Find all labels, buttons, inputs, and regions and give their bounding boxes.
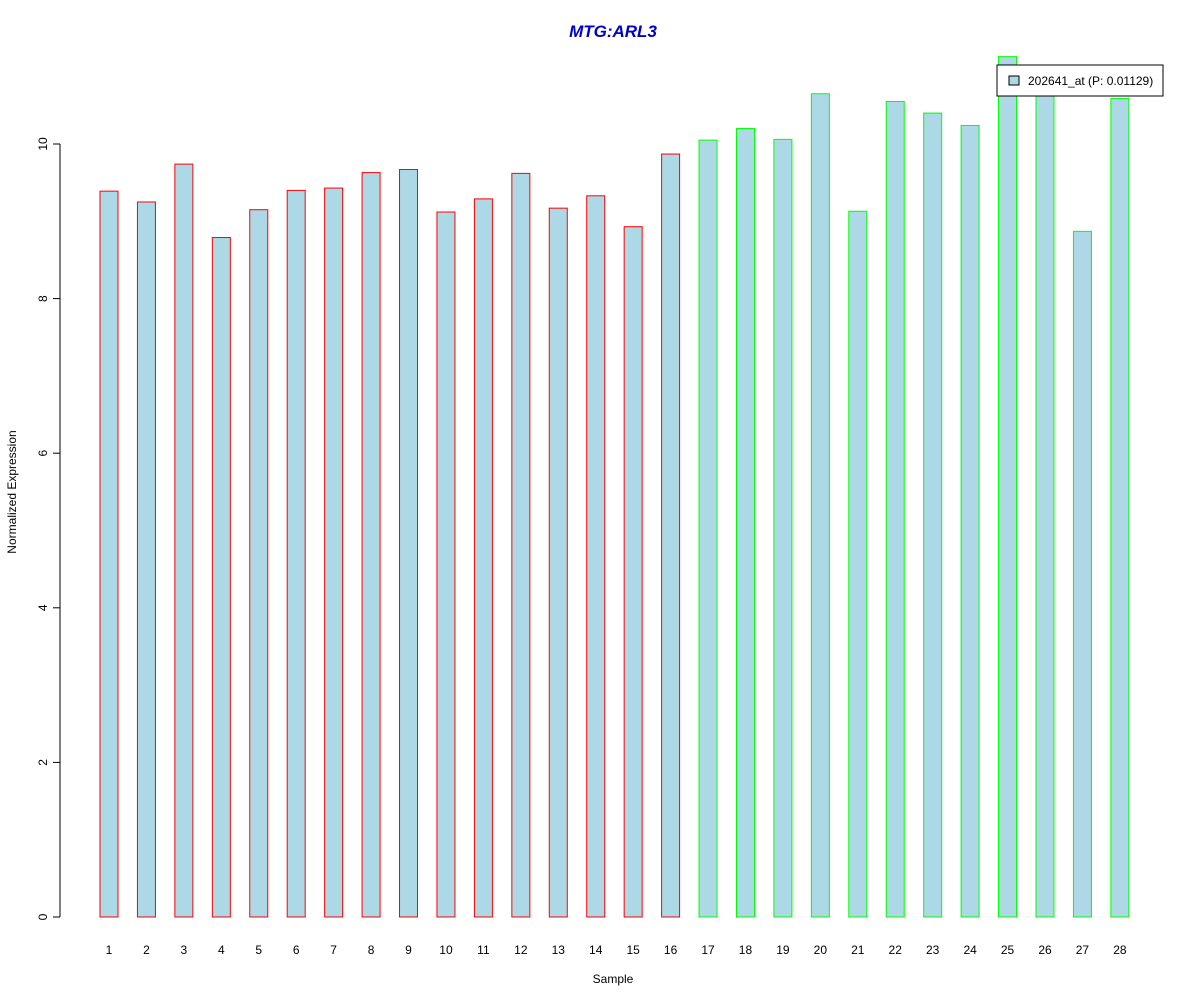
x-tick-label: 22 [889,943,903,957]
x-tick-label: 3 [181,943,188,957]
x-tick-label: 15 [626,943,640,957]
x-tick-label: 28 [1113,943,1127,957]
x-tick-label: 18 [739,943,753,957]
x-tick-label: 25 [1001,943,1015,957]
bar-sample-21 [848,210,868,918]
bar-sample-15 [623,226,643,918]
bar-sample-3 [174,163,194,918]
bar-sample-9 [399,169,419,918]
x-tick-label: 10 [439,943,453,957]
x-axis-label: Sample [593,972,634,986]
x-tick-label: 26 [1038,943,1052,957]
bar-sample-25 [998,56,1018,918]
x-tick-label: 27 [1076,943,1090,957]
legend: 202641_at (P: 0.01129) [996,64,1164,97]
x-tick-label: 12 [514,943,528,957]
x-tick-label: 24 [963,943,977,957]
x-tick-label: 14 [589,943,603,957]
bar-sample-14 [586,195,606,918]
x-tick-label: 7 [330,943,337,957]
bar-sample-7 [324,187,344,918]
bar-sample-19 [773,138,793,918]
x-tick-label: 20 [814,943,828,957]
x-tick-label: 1 [106,943,113,957]
y-tick-label: 0 [36,913,50,920]
bar-sample-27 [1072,230,1092,918]
x-tick-label: 19 [776,943,790,957]
y-tick-label: 2 [36,759,50,766]
bar-sample-18 [735,128,755,918]
bar-sample-28 [1110,97,1130,918]
bar-series [99,56,1130,918]
y-axis-label: Normalized Expression [5,430,19,553]
bar-sample-1 [99,190,119,918]
x-tick-label: 8 [368,943,375,957]
y-tick-label: 8 [36,295,50,302]
legend-swatch [1008,75,1020,86]
bar-sample-17 [698,139,718,918]
x-tick-label: 6 [293,943,300,957]
x-tick-label: 13 [552,943,566,957]
bar-sample-4 [211,237,231,918]
y-tick-label: 4 [36,604,50,611]
x-tick-label: 2 [143,943,150,957]
x-tick-label: 11 [477,943,490,957]
bar-sample-16 [661,153,681,918]
y-axis: 0 2 4 6 8 10 [36,137,61,920]
x-tick-label: 17 [701,943,715,957]
bar-sample-10 [436,211,456,918]
bar-sample-23 [923,112,943,918]
bar-sample-26 [1035,87,1055,918]
legend-box [996,64,1164,97]
bar-sample-8 [361,172,381,918]
x-tick-label: 21 [851,943,865,957]
bar-sample-12 [511,172,531,918]
x-tick-label: 5 [255,943,262,957]
bar-sample-20 [810,93,830,918]
bar-sample-13 [548,207,568,918]
chart-title: MTG:ARL3 [569,22,657,41]
bar-sample-24 [960,124,980,918]
y-tick-label: 6 [36,450,50,457]
x-tick-labels: 1 2 3 4 5 6 7 8 9 10 11 12 13 14 15 16 17 18 19 20 21 22 23 24 2… [106,943,1127,957]
x-tick-label: 9 [405,943,412,957]
bar-sample-11 [473,198,493,918]
bar-sample-2 [136,201,156,918]
x-tick-label: 16 [664,943,678,957]
x-tick-label: 23 [926,943,940,957]
bar-sample-5 [249,209,269,918]
bar-sample-6 [286,189,306,918]
y-tick-label: 10 [36,137,50,151]
legend-label: 202641_at (P: 0.01129) [1028,74,1153,88]
x-tick-label: 4 [218,943,225,957]
bar-sample-22 [885,100,905,918]
